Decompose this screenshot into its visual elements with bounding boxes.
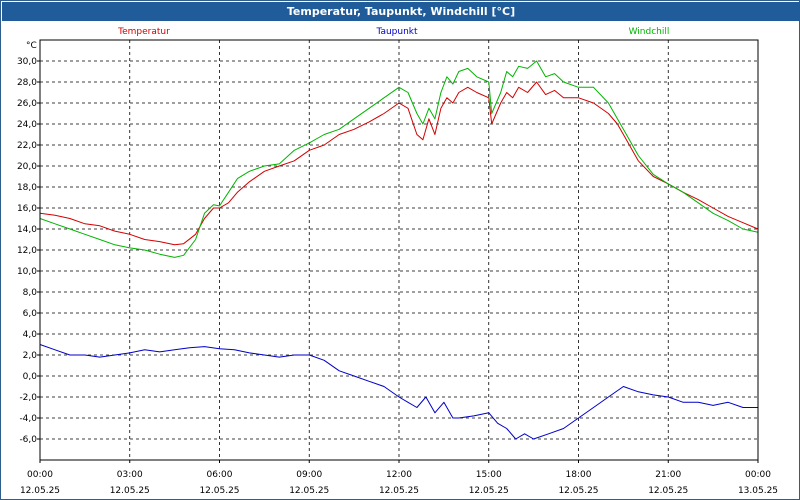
y-tick-label: 30,0 [17,57,37,67]
y-tick-label: 22,0 [17,141,37,151]
x-tick-time: 00:00 [27,470,53,480]
y-tick-label: 24,0 [17,120,37,130]
x-tick-date: 12.05.25 [289,486,329,496]
legend-taupunkt: Taupunkt [375,27,418,37]
x-tick-date: 12.05.25 [558,486,598,496]
x-tick-date: 12.05.25 [379,486,419,496]
y-tick-label: 14,0 [17,225,37,235]
y-axis-label: °C [26,41,37,51]
y-tick-label: 4,0 [23,330,38,340]
x-tick-date: 12.05.25 [648,486,688,496]
x-tick-time: 21:00 [655,470,681,480]
x-tick-date: 12.05.25 [469,486,509,496]
y-tick-label: 18,0 [17,183,37,193]
x-axis-ticks: 00:00 12.05.25 03:00 12.05.25 06:00 12.05.25 0… [20,460,778,496]
y-tick-label: 26,0 [17,99,37,109]
y-tick-label: 8,0 [23,288,38,298]
y-tick-label: 16,0 [17,204,37,214]
y-tick-label: 2,0 [23,351,38,361]
y-tick-label: 0,0 [23,372,38,382]
series-line-windchill [39,60,759,258]
x-tick-time: 00:00 [745,470,771,480]
x-tick-date: 13.05.25 [738,486,778,496]
series-line-taupunkt [39,344,758,440]
x-tick-date: 12.05.25 [110,486,150,496]
legend-windchill: Windchill [629,27,670,37]
legend: Temperatur Taupunkt Windchill [117,27,669,37]
x-tick-time: 15:00 [476,470,502,480]
legend-temperatur: Temperatur [117,27,170,37]
y-tick-label: -2,0 [19,393,37,403]
x-tick-date: 12.05.25 [20,486,60,496]
x-tick-time: 03:00 [117,470,143,480]
plot-area [39,39,759,461]
y-tick-label: -4,0 [19,414,37,424]
x-tick-time: 18:00 [566,470,592,480]
window-title: Temperatur, Taupunkt, Windchill [°C] [2,2,800,21]
y-tick-label: 10,0 [17,267,37,277]
x-tick-time: 12:00 [386,470,412,480]
series-lines [39,60,759,440]
x-tick-date: 12.05.25 [199,486,239,496]
y-tick-label: -6,0 [19,435,37,445]
x-tick-time: 09:00 [296,470,322,480]
y-tick-label: 28,0 [17,78,37,88]
y-tick-label: 20,0 [17,162,37,172]
series-line-temperatur [39,81,759,246]
y-tick-label: 6,0 [23,309,38,319]
x-tick-time: 06:00 [207,470,233,480]
y-tick-label: 12,0 [17,246,37,256]
y-axis-ticks: -6,0 -4,0 -2,0 0,0 2,0 4,0 6,0 8,0 10,0 12,0 14,0 1… [17,57,40,445]
grid [40,40,758,460]
